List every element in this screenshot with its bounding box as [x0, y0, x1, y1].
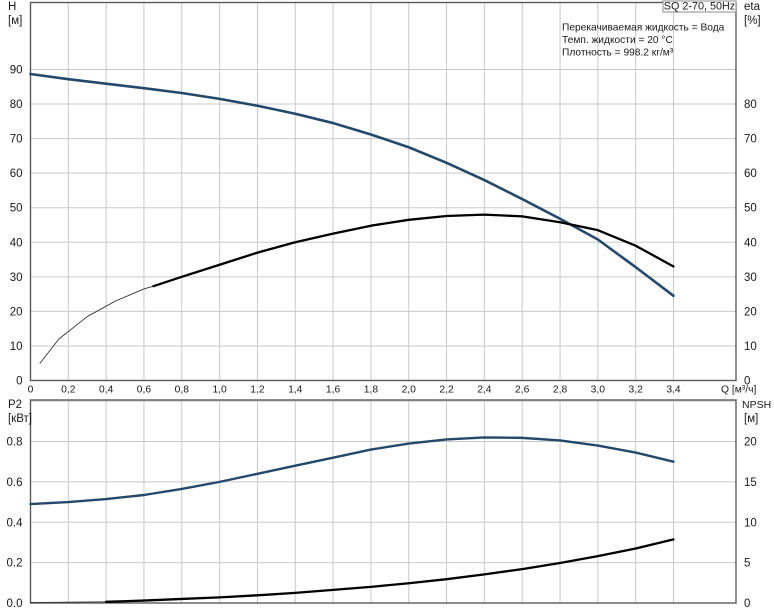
svg-text:10: 10 [10, 341, 23, 353]
svg-text:30: 30 [744, 272, 757, 284]
svg-text:0.2: 0.2 [7, 558, 23, 570]
svg-text:0: 0 [744, 598, 750, 610]
svg-text:5: 5 [744, 558, 750, 570]
svg-text:eta: eta [744, 1, 761, 13]
svg-text:3,2: 3,2 [629, 385, 644, 396]
svg-text:20: 20 [744, 306, 757, 318]
svg-text:10: 10 [744, 517, 757, 529]
svg-text:0.4: 0.4 [7, 517, 24, 529]
svg-text:[%]: [%] [744, 15, 761, 27]
svg-text:10: 10 [744, 341, 757, 353]
svg-text:[м]: [м] [8, 15, 22, 27]
svg-text:Темп. жидкости = 20 °С: Темп. жидкости = 20 °С [562, 35, 673, 46]
svg-text:20: 20 [744, 437, 757, 449]
svg-text:0.0: 0.0 [7, 598, 23, 610]
svg-text:3,0: 3,0 [591, 385, 606, 396]
svg-text:0: 0 [28, 385, 34, 396]
svg-text:70: 70 [10, 134, 23, 146]
svg-text:2,2: 2,2 [439, 385, 454, 396]
svg-text:70: 70 [744, 134, 757, 146]
svg-text:0,2: 0,2 [61, 385, 76, 396]
svg-text:SQ 2-70, 50Hz: SQ 2-70, 50Hz [664, 1, 735, 13]
svg-text:2,6: 2,6 [515, 385, 530, 396]
svg-text:0,8: 0,8 [175, 385, 190, 396]
svg-text:1,0: 1,0 [212, 385, 227, 396]
svg-text:NPSH: NPSH [742, 399, 771, 411]
svg-text:0.6: 0.6 [7, 477, 23, 489]
svg-text:1,2: 1,2 [250, 385, 265, 396]
svg-text:1,4: 1,4 [288, 385, 303, 396]
svg-text:Плотность = 998.2 кг/м³: Плотность = 998.2 кг/м³ [562, 48, 674, 59]
svg-text:2,8: 2,8 [553, 385, 568, 396]
svg-text:2,4: 2,4 [477, 385, 492, 396]
svg-text:50: 50 [10, 203, 23, 215]
svg-text:80: 80 [744, 99, 757, 111]
svg-text:80: 80 [10, 99, 23, 111]
svg-text:Q [м³/ч]: Q [м³/ч] [721, 385, 756, 396]
svg-text:30: 30 [10, 272, 23, 284]
svg-text:H: H [8, 1, 16, 13]
svg-text:[кВт]: [кВт] [8, 413, 32, 425]
svg-text:0.8: 0.8 [7, 437, 23, 449]
svg-text:60: 60 [744, 168, 757, 180]
svg-text:3,4: 3,4 [666, 385, 681, 396]
svg-text:20: 20 [10, 306, 23, 318]
svg-text:90: 90 [10, 65, 23, 77]
svg-text:40: 40 [744, 237, 757, 249]
svg-text:0,6: 0,6 [137, 385, 152, 396]
svg-text:50: 50 [744, 203, 757, 215]
svg-text:[м]: [м] [744, 413, 758, 425]
svg-text:0: 0 [16, 376, 22, 388]
svg-text:0,4: 0,4 [99, 385, 114, 396]
svg-text:1,6: 1,6 [326, 385, 341, 396]
svg-text:15: 15 [744, 477, 757, 489]
svg-text:P2: P2 [8, 399, 22, 411]
svg-text:60: 60 [10, 168, 23, 180]
svg-text:Перекачиваемая жидкость = Вода: Перекачиваемая жидкость = Вода [562, 23, 725, 34]
svg-text:40: 40 [10, 237, 23, 249]
svg-text:1,8: 1,8 [364, 385, 379, 396]
svg-text:2,0: 2,0 [402, 385, 417, 396]
